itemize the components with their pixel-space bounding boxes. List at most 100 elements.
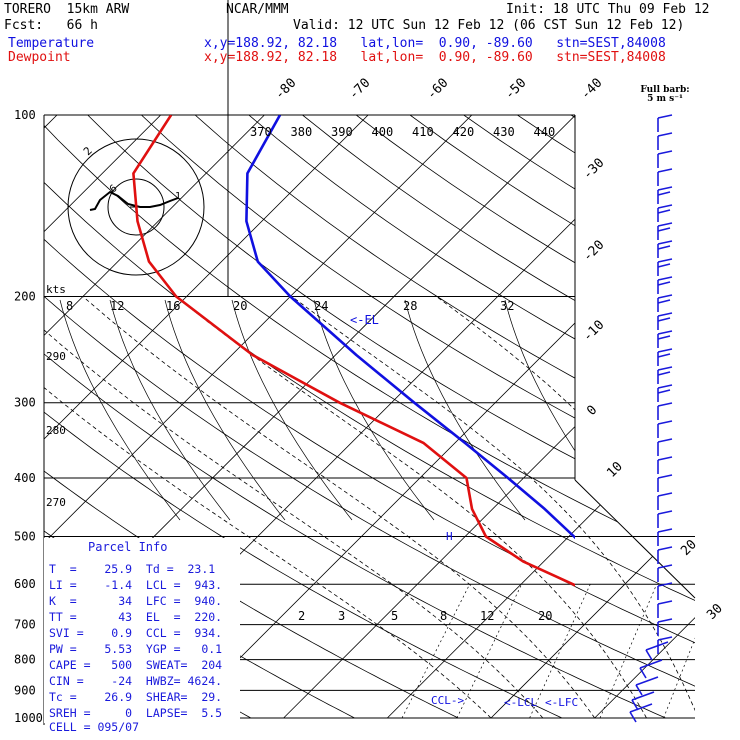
wind-barb-flag (657, 245, 671, 250)
dry-adiabat-line (87, 115, 695, 719)
pressure-tick-label: 500 (14, 529, 36, 543)
wind-barb (629, 703, 653, 713)
wind-barb-flag (657, 618, 673, 623)
wind-barb-flag (657, 263, 671, 268)
el-annotation: <-EL (350, 313, 379, 327)
isotherm-line (179, 115, 695, 719)
parcel-info-row: LI = -1.4 LCL = 943. (49, 578, 223, 592)
wind-barb-flag (657, 186, 673, 191)
moist-adiabat-line (291, 296, 695, 719)
isotherm-label: -10 (580, 318, 607, 345)
wind-barb-flag (657, 636, 673, 641)
right-axis-diagonal (574, 479, 696, 599)
theta-side-label: 290 (46, 350, 66, 363)
theta-label: 370 (250, 125, 272, 139)
wind-barb-flag (657, 222, 673, 227)
hodograph-ring (107, 178, 165, 236)
hodograph-scale-arc (59, 299, 181, 521)
isotherm-label: 0 (584, 403, 600, 419)
pressure-tick-label: 100 (14, 108, 36, 122)
dewpoint-legend-label: Dewpoint (8, 50, 71, 65)
hodograph-scale-label: 24 (314, 299, 328, 313)
dewpoint-line (132, 115, 575, 587)
isotherm-label: -50 (502, 76, 529, 103)
org-title: NCAR/MMM (226, 2, 289, 17)
isotherm-label: -80 (272, 76, 299, 103)
dewpoint-location: x,y=188.92, 82.18 lat,lon= 0.90, -89.60 … (204, 50, 666, 65)
hodograph-ring (67, 138, 205, 276)
wind-barb-flag (657, 227, 671, 232)
hodograph-ring-label: 2 (81, 144, 95, 158)
pressure-tick-label: 600 (14, 577, 36, 591)
dry-adiabat-line (463, 115, 695, 719)
wind-barb (639, 659, 663, 669)
mixing-ratio-label: 12 (480, 609, 494, 623)
wind-barb (645, 641, 669, 651)
parcel-info-row: T = 25.9 Td = 23.1 (49, 562, 216, 576)
dry-adiabat-line (141, 115, 695, 719)
wind-barb-flag (629, 711, 637, 723)
kts-label: kts (46, 283, 66, 296)
wind-barb (631, 691, 655, 701)
hodograph-scale-label: 20 (233, 299, 247, 313)
theta-label: 400 (372, 125, 394, 139)
parcel-info-row: CAPE = 500 SWEAT= 204 (49, 658, 223, 672)
mixing-ratio-line (663, 584, 695, 719)
dry-adiabat-line (44, 115, 695, 719)
hodograph-scale-label: 12 (110, 299, 124, 313)
hodograph-scale-arc (109, 299, 231, 521)
hodograph-trace (89, 190, 179, 211)
forecast-hour: Fcst: 66 h (4, 18, 98, 33)
temperature-legend-label: Temperature (8, 36, 95, 51)
wind-barb-flag (657, 402, 673, 407)
wind-barb-flag (657, 191, 671, 196)
wind-barb-flag (657, 204, 673, 209)
wind-barb-flag (657, 330, 673, 335)
pressure-tick-label: 400 (14, 471, 36, 485)
dry-adiabat-line (194, 115, 695, 719)
isotherm-label: -70 (346, 76, 373, 103)
mixing-ratio-label: 8 (440, 609, 447, 623)
wind-barb-flag (657, 317, 671, 322)
barb-legend-line2: 5 m s⁻¹ (647, 94, 683, 104)
wind-barb-flag (631, 699, 639, 711)
isotherm-label: -40 (578, 76, 605, 103)
moist-adiabat-line (175, 296, 647, 719)
wind-barb-flag (639, 667, 647, 679)
temperature-line (245, 115, 575, 540)
model-title: TORERO 15km ARW (4, 2, 130, 17)
parcel-info-row: SREH = 0 LAPSE= 5.5 (49, 706, 223, 720)
pressure-tick-label: 1000 (14, 711, 43, 725)
valid-time: Valid: 12 UTC Sun 12 Feb 12 (06 CST Sun … (293, 18, 685, 33)
wind-barb-flag (657, 510, 673, 515)
dry-adiabat-line (678, 115, 695, 719)
wind-barb-flag (657, 353, 671, 358)
dry-adiabat-line (355, 115, 695, 719)
pressure-tick-label: 800 (14, 653, 36, 667)
pressure-tick-label: 300 (14, 396, 36, 410)
isotherm-line (44, 115, 473, 719)
wind-barb-flag (645, 649, 653, 661)
parcel-info-row: CELL = 095/07 (49, 720, 140, 734)
parcel-info-row: CIN = -24 HWBZ= 4624. (49, 674, 223, 688)
isotherm-label: 20 (678, 537, 700, 559)
mixing-ratio-label: 2 (298, 609, 305, 623)
pressure-tick-label: 700 (14, 618, 36, 632)
wind-barb-flag (657, 276, 673, 281)
hodograph-scale-arc (164, 299, 286, 521)
isotherm-line (44, 115, 161, 719)
wind-barb-flag (657, 150, 673, 155)
wind-barb-flag (657, 420, 673, 425)
parcel-info-row: TT = 43 EL = 220. (49, 610, 223, 624)
theta-side-label: 280 (46, 424, 66, 437)
hodograph-6km-label: 6 (108, 183, 120, 195)
isotherm-label: -20 (580, 238, 607, 265)
isotherm-line (490, 115, 695, 719)
wind-barb-flag (657, 258, 673, 263)
isotherm-line (44, 115, 265, 719)
mixing-ratio-line (599, 584, 657, 719)
wind-barb-flag (657, 114, 673, 119)
hodograph-scale-label: 32 (500, 299, 514, 313)
parcel-info-row: K = 34 LFC = 940. (49, 594, 223, 608)
parcel-info-row: Tc = 26.9 SHEAR= 29. (49, 690, 223, 704)
